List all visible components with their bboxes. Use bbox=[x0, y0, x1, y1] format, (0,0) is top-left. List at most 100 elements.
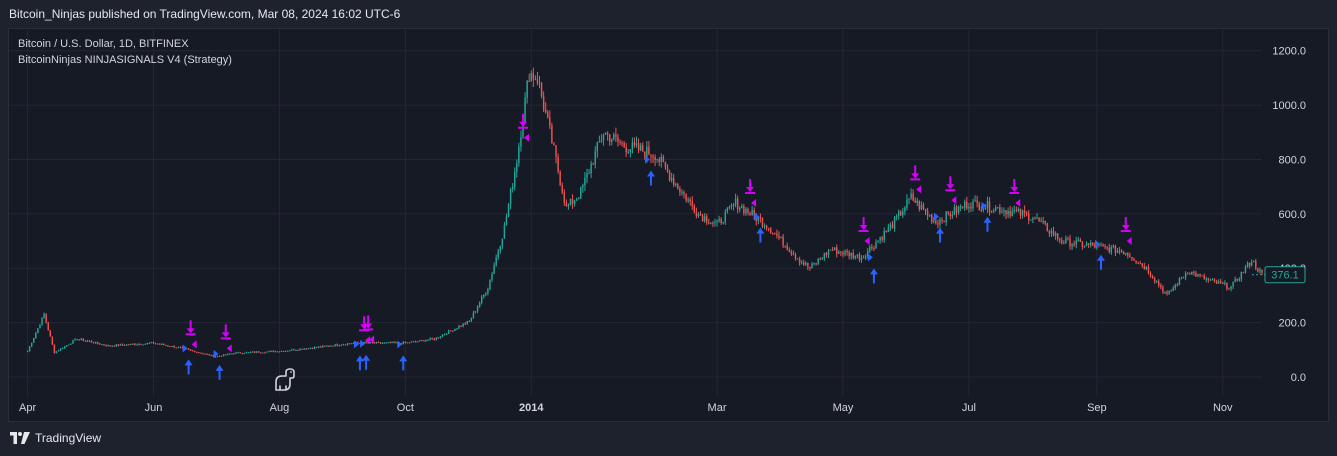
candle-body bbox=[580, 187, 582, 199]
candle bbox=[342, 343, 345, 346]
candle bbox=[181, 346, 184, 349]
candle bbox=[406, 342, 409, 344]
candle-body bbox=[416, 341, 419, 343]
candle-body bbox=[342, 344, 345, 346]
dino-icon[interactable] bbox=[275, 368, 295, 391]
candle-body bbox=[920, 204, 923, 210]
candle bbox=[596, 141, 599, 158]
sell-signal-marker bbox=[517, 113, 529, 142]
candle-body bbox=[992, 210, 995, 213]
candle-body bbox=[377, 342, 380, 344]
candle-body bbox=[239, 352, 241, 354]
candle-body bbox=[679, 188, 681, 193]
candle bbox=[1178, 277, 1181, 286]
candle-body bbox=[933, 220, 935, 222]
x-tick-label: Sep bbox=[1087, 402, 1107, 414]
candle bbox=[573, 199, 576, 207]
candle-body bbox=[714, 221, 716, 223]
candle bbox=[460, 325, 462, 327]
candle-body bbox=[598, 141, 601, 143]
candle-body bbox=[474, 311, 477, 313]
candle bbox=[35, 331, 37, 339]
candle-body bbox=[705, 216, 708, 223]
candle bbox=[677, 182, 679, 190]
candle bbox=[559, 170, 561, 187]
candle bbox=[1257, 267, 1259, 273]
candle bbox=[716, 219, 718, 227]
candle-body bbox=[37, 328, 39, 333]
candle bbox=[478, 301, 481, 308]
candle-body bbox=[1089, 243, 1092, 245]
candle bbox=[656, 158, 658, 163]
candle bbox=[1133, 257, 1135, 262]
candle-body bbox=[530, 73, 532, 82]
candle bbox=[933, 216, 935, 224]
candle-body bbox=[955, 206, 958, 213]
candle bbox=[590, 160, 592, 179]
candle bbox=[687, 197, 689, 203]
candle-body bbox=[1170, 290, 1172, 292]
candle bbox=[1019, 208, 1022, 219]
candle-body bbox=[745, 208, 747, 214]
candle-body bbox=[534, 79, 537, 81]
candle-body bbox=[573, 200, 576, 204]
candle-body bbox=[611, 139, 613, 142]
candle-body bbox=[957, 206, 960, 213]
candle bbox=[784, 245, 786, 248]
candle bbox=[1081, 241, 1084, 250]
candle-body bbox=[767, 228, 770, 230]
candle-body bbox=[43, 314, 45, 318]
buy-arrow-head bbox=[399, 355, 408, 362]
candle-body bbox=[1125, 252, 1127, 255]
candle-body bbox=[563, 192, 566, 203]
candle-body bbox=[540, 82, 543, 97]
candle-body bbox=[136, 344, 138, 346]
candle bbox=[474, 311, 477, 314]
sell-arrow-head bbox=[911, 173, 920, 179]
candle bbox=[233, 352, 235, 355]
candle-body bbox=[462, 323, 464, 327]
candle-body bbox=[123, 344, 126, 346]
candle-body bbox=[825, 252, 828, 255]
candle-body bbox=[1168, 290, 1170, 294]
candle bbox=[926, 207, 929, 220]
candle-body bbox=[336, 344, 338, 346]
candle-body bbox=[1147, 267, 1150, 274]
candle-body bbox=[68, 344, 70, 346]
candle bbox=[138, 343, 140, 346]
candle-body bbox=[386, 342, 388, 344]
candle-body bbox=[670, 178, 673, 181]
candle bbox=[1246, 261, 1249, 268]
candle bbox=[819, 257, 821, 261]
symbol-label[interactable]: Bitcoin / U.S. Dollar, 1D, BITFINEX bbox=[18, 38, 189, 50]
sell-entry-triangle bbox=[1126, 237, 1132, 246]
candle bbox=[966, 196, 968, 210]
candle bbox=[670, 172, 673, 183]
candle-body bbox=[937, 223, 939, 225]
candle-body bbox=[72, 340, 74, 344]
candle-body bbox=[990, 211, 993, 213]
candle-body bbox=[840, 251, 842, 253]
chart-frame[interactable] bbox=[8, 28, 1329, 422]
candle bbox=[346, 343, 349, 346]
candle bbox=[1071, 242, 1073, 251]
candle-body bbox=[439, 336, 442, 338]
candle-body bbox=[1052, 230, 1055, 236]
candle bbox=[1042, 216, 1044, 225]
candle bbox=[747, 207, 749, 216]
candle bbox=[693, 203, 696, 214]
candle-body bbox=[35, 332, 37, 338]
candle-body bbox=[90, 341, 93, 343]
footer-brand[interactable]: TradingView bbox=[10, 428, 101, 448]
candle-body bbox=[778, 235, 780, 238]
candle bbox=[437, 337, 440, 339]
candle bbox=[270, 350, 272, 352]
candle bbox=[388, 341, 390, 344]
candle-body bbox=[544, 109, 547, 113]
candle-body bbox=[575, 198, 578, 201]
strategy-label[interactable]: BitcoinNinjas NINJASIGNALS V4 (Strategy) bbox=[18, 54, 232, 66]
candle bbox=[142, 344, 144, 346]
candle-body bbox=[895, 215, 898, 218]
candle-body bbox=[1193, 271, 1195, 273]
